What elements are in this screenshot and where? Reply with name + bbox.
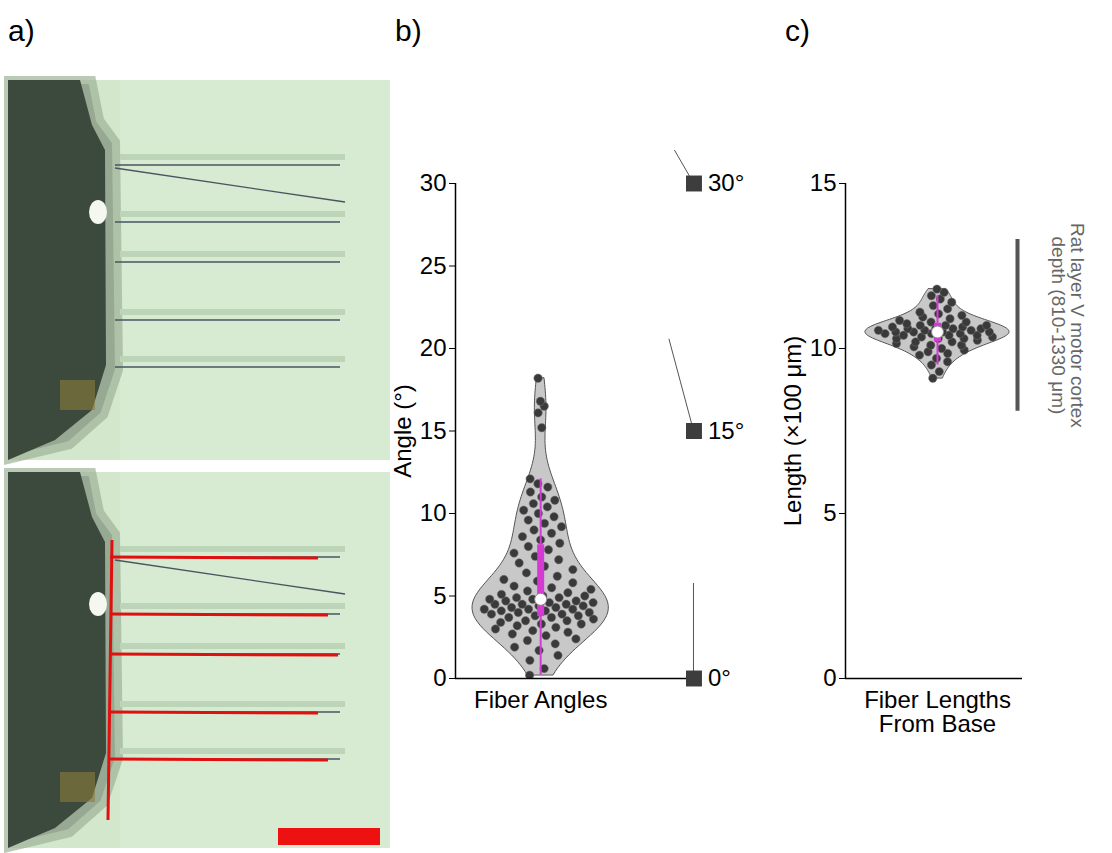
svg-text:Angle (°): Angle (°) — [389, 384, 416, 478]
svg-text:15°: 15° — [708, 417, 744, 444]
svg-text:30: 30 — [420, 169, 447, 196]
svg-text:20: 20 — [420, 334, 447, 361]
svg-text:0: 0 — [823, 664, 836, 691]
svg-text:0: 0 — [433, 664, 446, 691]
html-text:b): b) — [395, 14, 422, 47]
svg-text:Fiber LengthsFrom Base: Fiber LengthsFrom Base — [864, 686, 1011, 737]
svg-text:Length (×100 μm): Length (×100 μm) — [779, 336, 806, 527]
svg-text:5: 5 — [823, 499, 836, 526]
svg-text:5: 5 — [433, 582, 446, 609]
svg-text:15: 15 — [420, 417, 447, 444]
html-text:c): c) — [785, 14, 810, 47]
html-text:a): a) — [8, 14, 35, 47]
svg-text:10: 10 — [420, 499, 447, 526]
svg-text:25: 25 — [420, 252, 447, 279]
svg-text:Fiber Angles: Fiber Angles — [474, 686, 607, 713]
svg-text:Rat layer V motor cortexdepth: Rat layer V motor cortexdepth (810-1330 … — [1048, 223, 1088, 428]
svg-text:0°: 0° — [708, 664, 731, 691]
svg-text:15: 15 — [810, 169, 837, 196]
svg-text:10: 10 — [810, 334, 837, 361]
svg-text:30°: 30° — [708, 169, 744, 196]
